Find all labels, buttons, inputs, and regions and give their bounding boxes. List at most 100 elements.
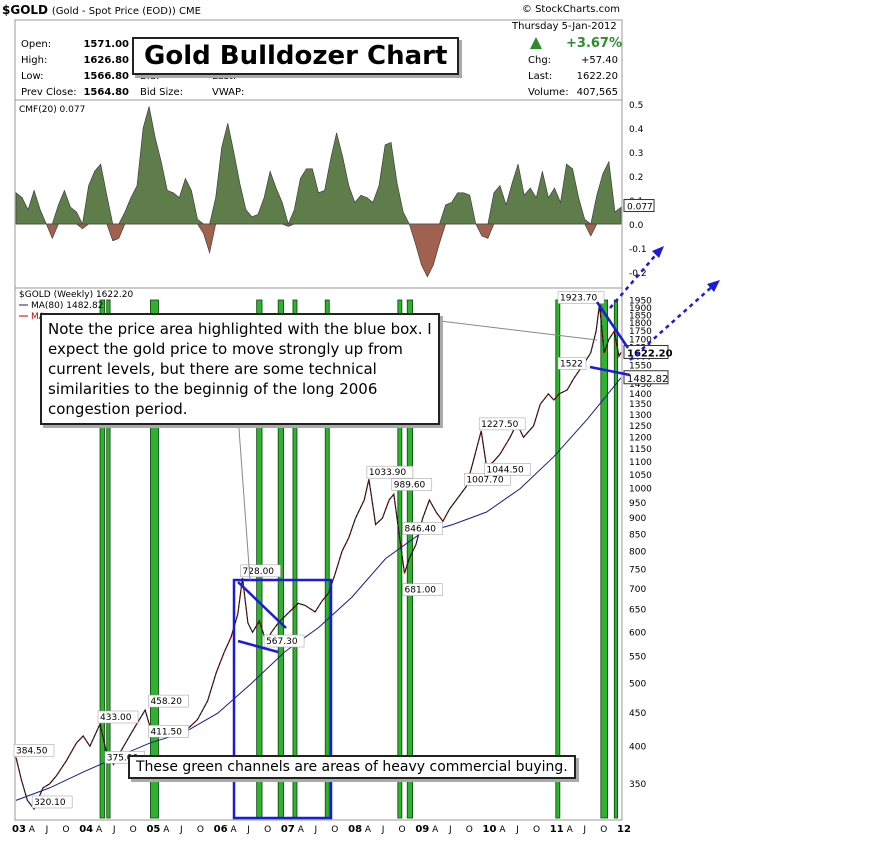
x-axis-label: 10 [483, 824, 497, 835]
arrowhead-2-icon [707, 280, 720, 292]
price-tick-label: 950 [629, 499, 646, 509]
price-annotation-text: 1923.70 [560, 294, 597, 304]
price-annotation-text: 375.00 [107, 753, 139, 763]
price-annotation-box [13, 744, 55, 757]
stats-mid2: Last: VWAP: [212, 69, 244, 101]
cmf-tick-label: 0.0 [629, 221, 644, 231]
price-annotation-box [31, 795, 73, 809]
arrowhead-1-icon [652, 246, 664, 258]
price-annotation: 728.00 [240, 564, 281, 578]
green-channel [613, 299, 619, 819]
price-annotation-box [557, 291, 605, 304]
cmf-layer: 0.50.40.30.20.10.0-0.1-0.2CMF(20) 0.0770… [15, 101, 655, 279]
x-axis-label: 04 [79, 824, 93, 835]
last-price-text: 1622.20 [627, 348, 673, 359]
price-annotation-box [366, 465, 414, 479]
price-annotation-text: 989.60 [394, 481, 426, 491]
vwap-label: VWAP: [212, 87, 245, 98]
price-tick-label: 700 [629, 585, 646, 595]
stats-right-list: Chg: +57.40 Last: 1622.20 Volume: 407,565 [528, 53, 618, 101]
x-axis-label: A [567, 825, 574, 835]
stats-left-list: Open: 1571.00 High: 1626.80 Low: 1566.80 Prev … [21, 37, 129, 101]
x-axis-label: J [448, 825, 452, 835]
ma-box [623, 370, 669, 385]
stats-mid: Bid: Bid Size: [140, 69, 183, 101]
bid-label: Bid: [140, 71, 160, 82]
highlight-blue-box [232, 578, 333, 820]
stat-label: Last: [528, 71, 553, 82]
x-axis-label: A [365, 825, 372, 835]
x-axis-label: O [466, 825, 473, 835]
price-annotation-box [402, 583, 443, 596]
stat-label: Open: [21, 39, 52, 50]
cmf-label: CMF(20) 0.077 [19, 105, 85, 115]
price-tick-label: 550 [629, 653, 646, 663]
price-annotation-text: 1033.90 [369, 468, 406, 478]
x-axis-label: J [582, 825, 586, 835]
price-tick-label: 650 [629, 606, 646, 616]
price-tick-label: 1100 [629, 458, 652, 468]
x-axis-label: 12 [617, 824, 631, 835]
ma-legend-label: MA [31, 312, 46, 322]
price-tick-label: 750 [629, 565, 646, 575]
price-annotation-text: 1227.50 [481, 420, 518, 430]
price-annotation: 567.30 [263, 634, 305, 648]
price-annotation-text: 320.10 [34, 798, 66, 808]
cmf-tick-label: -0.1 [629, 245, 647, 255]
price-annotation: 1522 [557, 357, 587, 370]
price-annotation: 384.50 [13, 744, 55, 757]
price-annotation: 320.10 [31, 795, 73, 809]
price-annotation: 1923.70 [557, 291, 605, 304]
ma-badge: 1482.82 [623, 370, 669, 385]
stats-left: Open: 1571.00 High: 1626.80 Low: 1566.80 Prev … [21, 37, 129, 101]
stat-row: Chg: +57.40 [528, 53, 618, 69]
subtitle: (Gold - Spot Price (EOD)) CME [51, 6, 201, 17]
trendline-upper-2011 [595, 301, 630, 349]
price-annotation-text: 728.00 [243, 567, 275, 577]
x-axis-label: A [499, 825, 506, 835]
price-series-red-overlay [15, 304, 622, 810]
cmf-tick-label: 0.4 [629, 125, 644, 135]
last-price-badge: 1622.20 [623, 344, 673, 359]
last-label: Last: [212, 71, 237, 82]
green-note-box: These green channels are areas of heavy … [128, 755, 576, 779]
projection-arrow-2 [629, 283, 716, 361]
stat-row: Low: 1566.80 [21, 69, 129, 85]
green-channel [397, 299, 403, 819]
price-annotation-text: 846.40 [405, 524, 437, 534]
price-annotation-box [402, 522, 443, 535]
price-annotation: 846.40 [402, 522, 443, 535]
price-annotation-text: 567.30 [266, 637, 298, 647]
x-axis-label: J [179, 825, 183, 835]
stat-row: Open: 1571.00 [21, 37, 129, 53]
x-axis-label: O [197, 825, 204, 835]
stat-value: 407,565 [576, 87, 618, 98]
up-arrow-icon [530, 37, 542, 52]
price-tick-label: 450 [629, 709, 646, 719]
stat-value: +57.40 [580, 55, 618, 66]
x-axis-label: J [246, 825, 250, 835]
green-channel [406, 299, 414, 819]
price-tick-label: 850 [629, 530, 646, 540]
price-tick-label: 600 [629, 628, 646, 638]
green-channel [106, 299, 111, 819]
ma80-legend-label: MA(80) 1482.82 [31, 301, 103, 311]
price-annotation-text: 411.50 [150, 727, 182, 737]
trendline-upper-2006 [237, 581, 287, 629]
x-axis-label: O [533, 825, 540, 835]
price-annotation: 1007.70 [464, 473, 511, 486]
trendline-lower-2011 [589, 365, 631, 377]
price-annotation-box [557, 357, 587, 370]
price-tick-label: 1350 [629, 400, 652, 410]
stat-label: Prev Close: [21, 87, 77, 98]
price-tick-label: 1000 [629, 485, 652, 495]
price-annotation-box [263, 634, 305, 648]
price-tick-label: 1550 [629, 361, 652, 371]
price-annotation-text: 1522 [560, 359, 583, 369]
x-axis-label: O [62, 825, 69, 835]
x-axis-label: 03 [12, 824, 26, 835]
price-label: $GOLD (Weekly) 1622.20 [19, 290, 133, 300]
x-axis-label: J [381, 825, 385, 835]
stat-value: 1571.00 [83, 39, 129, 50]
